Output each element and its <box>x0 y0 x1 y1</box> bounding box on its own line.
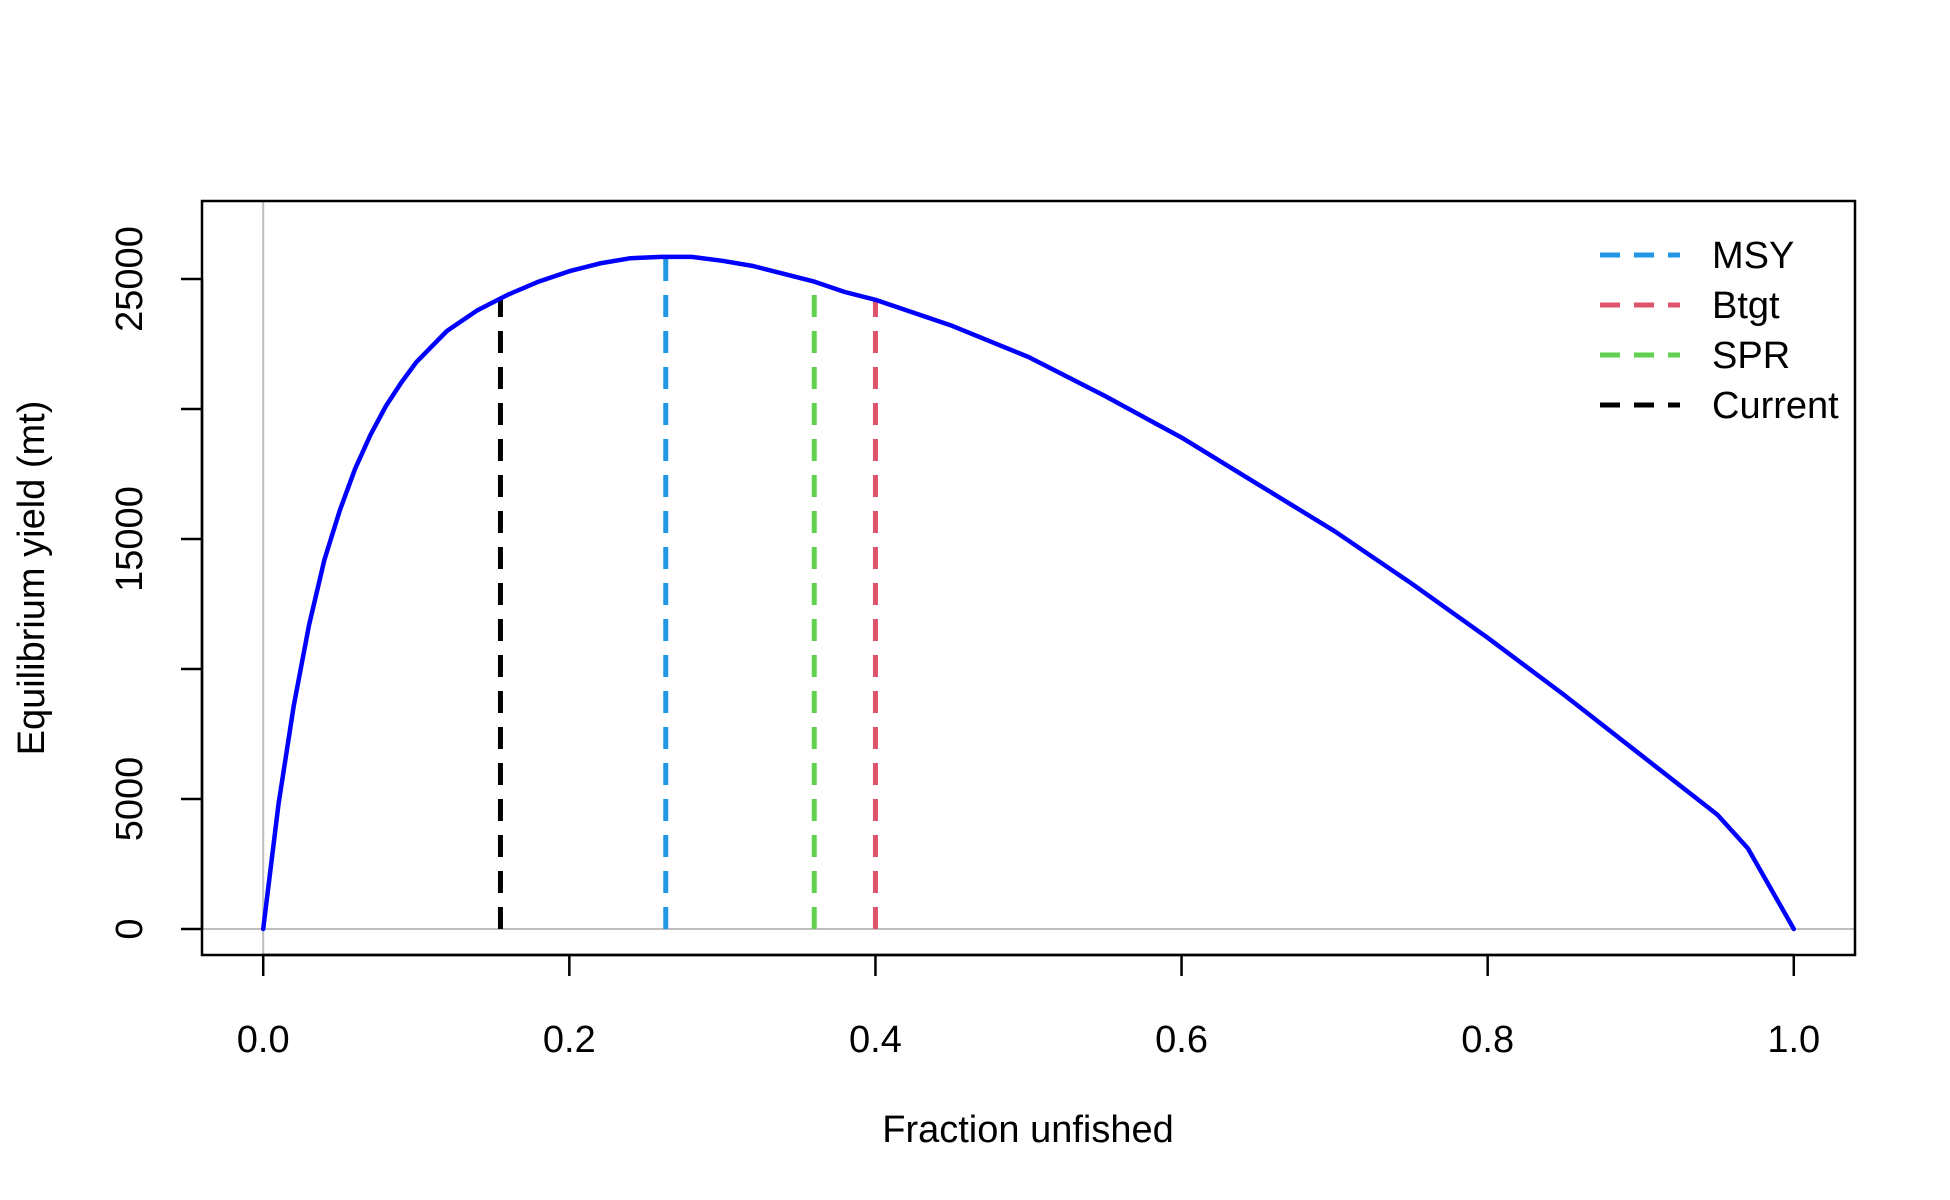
vertical-markers <box>497 256 878 929</box>
legend-label-msy: MSY <box>1712 235 1794 277</box>
x-axis: 0.0 0.2 0.4 0.6 0.8 1.0 <box>237 953 1820 1061</box>
y-axis-title: Equilibrium yield (mt) <box>11 401 53 756</box>
y-tick-label: 15000 <box>109 486 151 592</box>
x-axis-title: Fraction unfished <box>882 1109 1174 1151</box>
legend-label-current: Current <box>1712 385 1839 427</box>
yield-curve-line <box>260 254 1797 932</box>
x-tick-label: 0.0 <box>237 1019 290 1061</box>
x-tick-label: 0.2 <box>543 1019 596 1061</box>
legend-label-btgt: Btgt <box>1712 285 1780 327</box>
y-tick-label: 0 <box>109 918 151 939</box>
y-tick-label: 25000 <box>109 226 151 332</box>
legend-label-spr: SPR <box>1712 335 1790 377</box>
x-tick-label: 0.8 <box>1461 1019 1514 1061</box>
x-tick-label: 0.4 <box>849 1019 902 1061</box>
y-axis: 0 5000 15000 25000 <box>109 226 204 940</box>
reference-lines <box>202 201 1855 955</box>
legend: MSY Btgt SPR Current <box>1600 235 1839 427</box>
x-tick-label: 0.6 <box>1155 1019 1208 1061</box>
series-layer <box>260 254 1797 932</box>
y-tick-label: 5000 <box>109 757 151 842</box>
x-tick-label: 1.0 <box>1767 1019 1820 1061</box>
